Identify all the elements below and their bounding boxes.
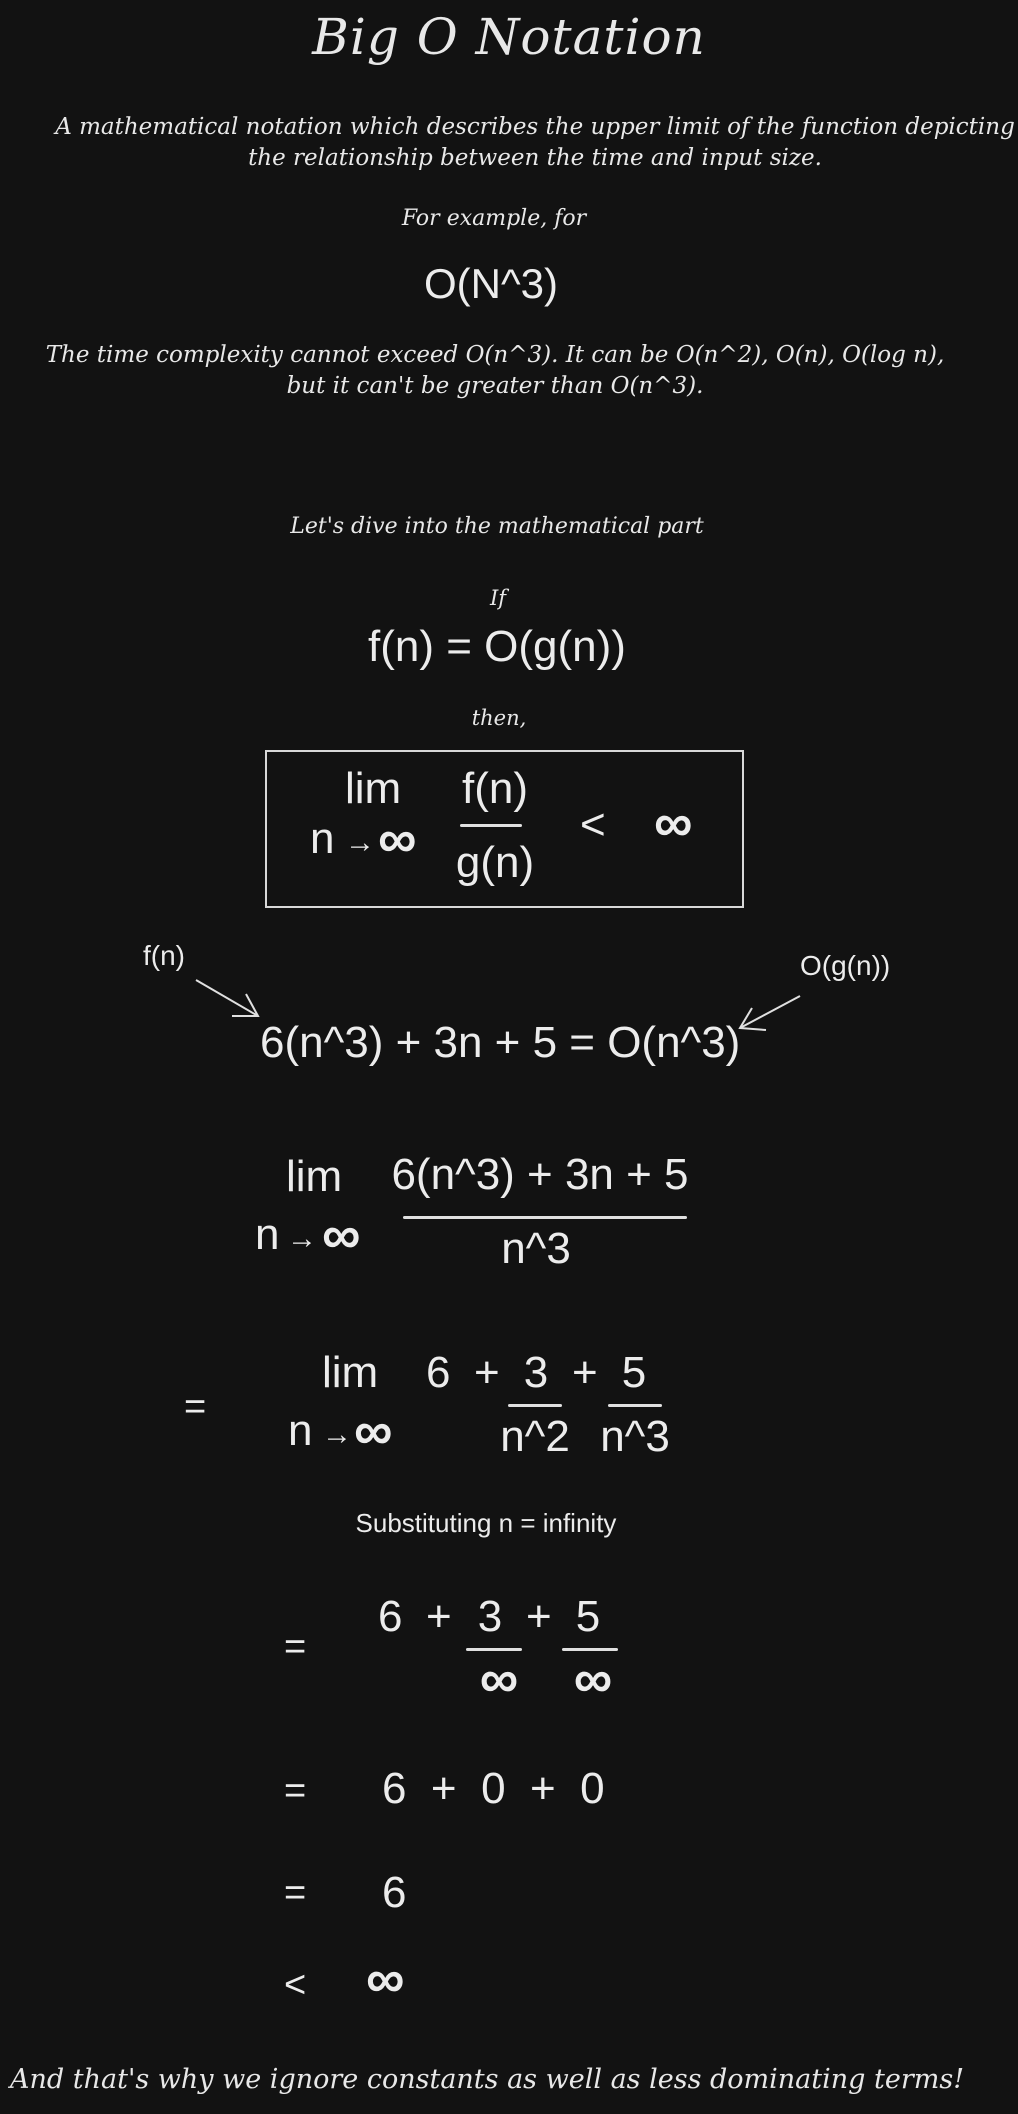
definition-equation: f(n) = O(g(n))	[368, 622, 626, 671]
dive-heading: Let's dive into the mathematical part	[290, 514, 704, 539]
step5-value: 6	[382, 1868, 407, 1917]
limit-rhs-infinity: ∞	[654, 793, 693, 853]
step1-lim: lim	[286, 1152, 343, 1201]
limit-less-than: <	[580, 800, 606, 849]
step3-six: 6	[378, 1592, 403, 1641]
step6-less-than: <	[284, 1964, 307, 2006]
f-label: f(n)	[143, 940, 185, 971]
step2-equals: =	[184, 1386, 207, 1428]
step3-equals: =	[284, 1626, 307, 1668]
step2-num2: 5	[621, 1348, 647, 1397]
limit-denominator: g(n)	[455, 838, 535, 887]
step2-plus2: +	[572, 1348, 598, 1397]
step3-plus1: +	[426, 1592, 452, 1641]
limit-infinity: ∞	[378, 809, 417, 869]
step1-numerator: 6(n^3) + 3n + 5	[391, 1150, 689, 1199]
step2-den2: n^3	[600, 1412, 670, 1461]
step2-six: 6	[426, 1348, 451, 1397]
then-word: then,	[471, 706, 527, 730]
step1-arrow: →	[287, 1222, 317, 1255]
step1-infinity: ∞	[322, 1205, 361, 1265]
limit-lim: lim	[345, 764, 402, 813]
step2-plus1: +	[474, 1348, 500, 1397]
step1-var: n	[255, 1210, 280, 1259]
limit-var: n	[310, 814, 335, 863]
step2-arrow: →	[322, 1418, 352, 1451]
example-equation: 6(n^3) + 3n + 5 = O(n^3)	[260, 1018, 741, 1067]
step3-num2: 5	[575, 1592, 601, 1641]
step3-plus2: +	[526, 1592, 552, 1641]
example-expression: O(N^3)	[423, 260, 559, 307]
limit-definition-box	[265, 750, 744, 908]
step2-lim: lim	[322, 1348, 379, 1397]
step2-bar2	[608, 1404, 662, 1407]
step2-den1: n^2	[500, 1412, 570, 1461]
limit-numerator: f(n)	[462, 764, 528, 813]
step4-expression: 6 + 0 + 0	[382, 1764, 605, 1813]
step2-num1: 3	[523, 1348, 549, 1397]
page-title: Big O Notation	[312, 8, 706, 66]
description-text: A mathematical notation which describes …	[55, 114, 1015, 171]
step5-equals: =	[284, 1872, 307, 1914]
step3-den1-infinity: ∞	[479, 1649, 519, 1709]
step3-num1: 3	[477, 1592, 503, 1641]
step1-denominator: n^3	[501, 1224, 571, 1273]
step1-fraction-bar	[403, 1216, 687, 1219]
step2-bar1	[508, 1404, 562, 1407]
if-word: If	[489, 586, 507, 610]
step3-bar1	[466, 1648, 522, 1651]
limit-fraction-bar	[460, 824, 522, 827]
substitute-text: Substituting n = infinity	[355, 1508, 617, 1538]
step3-bar2	[562, 1648, 618, 1651]
step3-den2-infinity: ∞	[573, 1649, 613, 1709]
example-intro-text: For example, for	[401, 206, 587, 231]
limit-arrow: →	[345, 826, 375, 859]
step2-var: n	[288, 1406, 313, 1455]
step6-infinity: ∞	[366, 1949, 405, 2009]
g-label: O(g(n))	[800, 950, 891, 981]
conclusion-text: And that's why we ignore constants as we…	[10, 2064, 965, 2095]
step2-infinity: ∞	[354, 1401, 393, 1461]
explanation-text: The time complexity cannot exceed O(n^3)…	[45, 342, 945, 399]
step4-equals: =	[284, 1770, 307, 1812]
